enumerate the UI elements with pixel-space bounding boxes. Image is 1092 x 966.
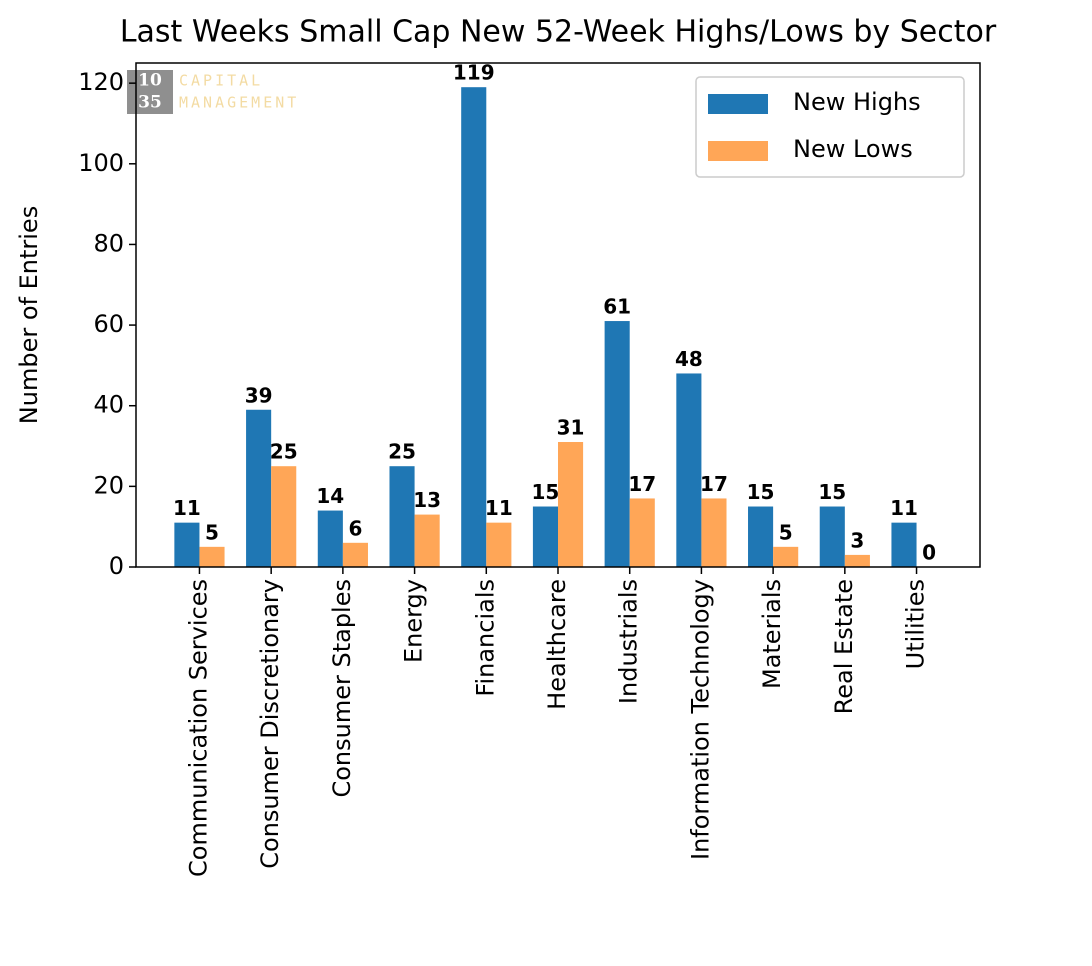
- bar: [461, 87, 487, 567]
- value-label: 39: [245, 383, 273, 407]
- watermark-text: 10: [138, 71, 162, 91]
- value-label: 14: [316, 484, 344, 508]
- bar: [174, 522, 200, 567]
- bar: [891, 522, 917, 567]
- bar: [389, 466, 415, 567]
- y-tick-label: 20: [93, 471, 124, 499]
- y-tick-label: 120: [78, 68, 124, 96]
- bar: [532, 506, 558, 567]
- watermark-box: [127, 70, 173, 114]
- bar: [317, 510, 343, 567]
- watermark-text: 35: [138, 93, 162, 113]
- legend-swatch: [708, 94, 768, 114]
- y-tick-label: 60: [93, 310, 124, 338]
- value-label: 6: [348, 516, 362, 540]
- value-label: 15: [818, 480, 846, 504]
- legend-swatch: [708, 141, 768, 161]
- bar: [629, 498, 655, 567]
- bar: [246, 409, 272, 567]
- x-tick-label: Consumer Discretionary: [256, 579, 284, 869]
- bar: [271, 466, 297, 567]
- watermark: 10 35 CAPITAL MANAGEMENT: [127, 70, 299, 114]
- watermark-text: MANAGEMENT: [179, 94, 299, 112]
- x-tick-label: Utilities: [902, 579, 930, 669]
- value-label: 13: [413, 488, 441, 512]
- bar: [604, 321, 630, 567]
- legend-label: New Highs: [793, 88, 921, 116]
- bar: [773, 546, 799, 567]
- bar: [748, 506, 774, 567]
- value-label: 25: [388, 440, 416, 464]
- bar: [701, 498, 727, 567]
- value-label: 5: [205, 520, 219, 544]
- legend-label: New Lows: [793, 135, 913, 163]
- watermark-text: CAPITAL: [179, 72, 263, 90]
- value-label: 25: [270, 440, 298, 464]
- value-label: 48: [675, 347, 703, 371]
- bar: [676, 373, 702, 567]
- bar: [486, 522, 512, 567]
- x-tick-label: Real Estate: [830, 579, 858, 714]
- bar: [558, 442, 584, 567]
- x-tick-label: Energy: [400, 579, 428, 663]
- y-axis-label: Number of Entries: [15, 206, 43, 424]
- value-label: 61: [603, 295, 631, 319]
- x-tick-label: Healthcare: [543, 579, 571, 710]
- y-tick-label: 80: [93, 229, 124, 257]
- value-label: 31: [557, 416, 585, 440]
- value-label: 11: [173, 496, 201, 520]
- bar: [199, 546, 225, 567]
- y-tick-label: 40: [93, 391, 124, 419]
- value-label: 11: [890, 496, 918, 520]
- value-label: 119: [453, 61, 495, 85]
- bar: [819, 506, 845, 567]
- value-label: 0: [922, 541, 936, 565]
- value-label: 11: [485, 496, 513, 520]
- y-tick-label: 0: [109, 552, 124, 580]
- value-label: 17: [700, 472, 728, 496]
- x-tick-label: Materials: [758, 579, 786, 689]
- value-label: 15: [532, 480, 560, 504]
- value-label: 17: [628, 472, 656, 496]
- plot-frame: [135, 62, 981, 568]
- value-label: 3: [850, 528, 864, 552]
- value-label: 15: [747, 480, 775, 504]
- x-tick-label: Communication Services: [184, 579, 212, 877]
- value-label: 5: [779, 520, 793, 544]
- bar: [342, 542, 368, 567]
- x-tick-label: Financials: [471, 579, 499, 697]
- x-tick-label: Industrials: [615, 579, 643, 704]
- bar: [844, 554, 870, 567]
- x-tick-label: Consumer Staples: [328, 579, 356, 798]
- chart-title: Last Weeks Small Cap New 52-Week Highs/L…: [120, 15, 997, 50]
- x-tick-label: Information Technology: [686, 579, 714, 860]
- y-tick-label: 100: [78, 149, 124, 177]
- bar: [414, 514, 440, 567]
